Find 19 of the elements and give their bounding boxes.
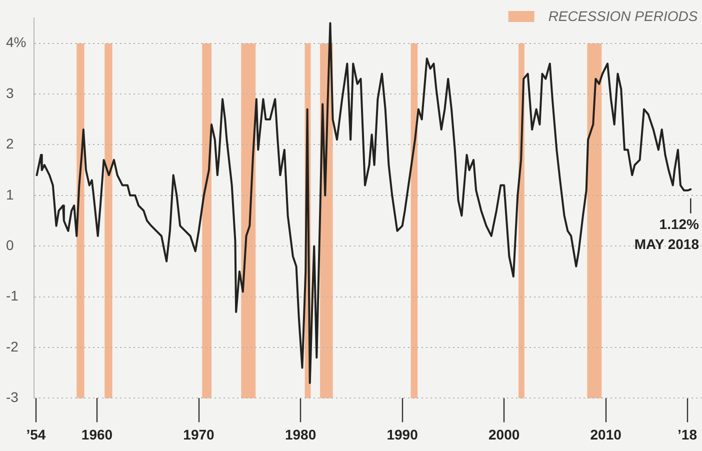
x-tick-label: ’54	[26, 426, 46, 442]
x-tick-label: 1970	[183, 426, 215, 442]
y-tick-label: -2	[6, 338, 19, 354]
legend-label: RECESSION PERIODS	[548, 8, 698, 24]
x-tick-label: 2010	[590, 426, 622, 442]
y-tick-label: 3	[6, 84, 14, 101]
x-tick-label: 1990	[386, 426, 418, 442]
y-tick-label: 2	[6, 136, 14, 152]
y-tick-label: 4%	[6, 34, 26, 50]
y-tick-label: -1	[6, 288, 19, 304]
x-tick-label: ’18	[678, 426, 698, 442]
x-tick-label: 1980	[284, 426, 316, 442]
y-tick-label: -3	[6, 389, 19, 406]
y-tick-label: 0	[6, 236, 14, 253]
y-tick-label: 1	[6, 186, 14, 202]
x-tick-label: 2000	[488, 426, 520, 442]
annotation: MAY 2018	[634, 236, 700, 252]
x-tick-label: 1960	[81, 426, 113, 442]
data-label: 1.12%	[659, 216, 700, 232]
